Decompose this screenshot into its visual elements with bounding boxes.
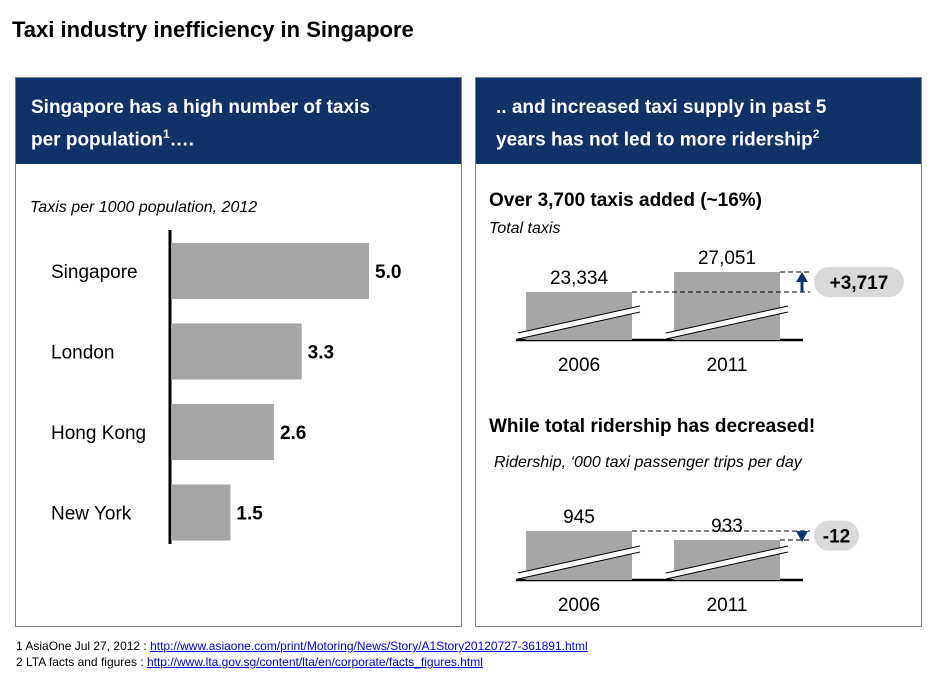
category-label-2011: 2011 — [707, 595, 748, 616]
ridership-chart: 945 2006 933 2011 -12 — [516, 507, 859, 616]
page-title: Taxi industry inefficiency in Singapore — [12, 17, 414, 42]
footnote-2-link[interactable]: http://www.lta.gov.sg/content/lta/en/cor… — [146, 655, 483, 669]
axis-break-line-top-2006 — [517, 305, 641, 334]
left-heading-tail: …. — [169, 129, 194, 151]
footnote-2: 2 LTA facts and figures : http://www.lta… — [16, 655, 483, 669]
value-label-2011: 933 — [711, 516, 743, 537]
category-label-singapore: Singapore — [51, 262, 138, 283]
axis-break-line-bottom-2011 — [665, 551, 789, 580]
right-heading-footnote-ref: 2 — [812, 127, 820, 141]
bar-new-york — [171, 484, 231, 541]
axis-break-line-bottom-2006 — [517, 311, 641, 340]
axis-break-2006 — [518, 306, 640, 339]
left-heading-footnote-ref: 1 — [162, 127, 170, 141]
axis-break-line-bottom-2006 — [517, 551, 641, 580]
axis-break-line-top-2006 — [517, 545, 641, 574]
taxi-supply-subtitle: Total taxis — [489, 220, 561, 237]
left-panel-heading: Singapore has a high number of taxis per… — [16, 78, 461, 164]
axis-break-line-bottom-2011 — [665, 311, 789, 340]
axis-break-line-top-2011 — [665, 305, 789, 334]
value-label-london: 3.3 — [308, 343, 334, 364]
value-label-singapore: 5.0 — [375, 262, 401, 283]
footnote-1-text: 1 AsiaOne Jul 27, 2012 : — [16, 639, 151, 653]
left-heading-line2: per population — [31, 129, 163, 151]
category-label-new-york: New York — [51, 504, 132, 525]
category-label-2006: 2006 — [558, 355, 600, 376]
category-label-2011: 2011 — [707, 355, 748, 376]
footnote-1: 1 AsiaOne Jul 27, 2012 : http://www.asia… — [16, 639, 588, 653]
value-label-2011: 27,051 — [698, 248, 756, 269]
change-arrow-head — [796, 531, 808, 542]
taxi-supply-title: Over 3,700 taxis added (~16%) — [489, 190, 763, 211]
change-bubble — [814, 520, 859, 551]
category-label-london: London — [51, 343, 114, 364]
bar-hong-kong — [171, 404, 274, 460]
left-heading-line1: Singapore has a high number of taxis — [31, 97, 370, 118]
ridership-subtitle: Ridership, ‘000 taxi passenger trips per… — [494, 454, 802, 471]
value-label-new-york: 1.5 — [236, 504, 263, 525]
category-label-hong-kong: Hong Kong — [51, 423, 146, 444]
value-label-hong-kong: 2.6 — [280, 423, 306, 444]
taxi-density-chart: Singapore 5.0 London 3.3 Hong Kong 2.6 New Yor… — [51, 230, 401, 544]
right-heading-line2: years has not led to more ridership — [496, 129, 813, 151]
axis-break-2011 — [666, 546, 788, 579]
axis-break-2006 — [518, 546, 640, 579]
taxi-density-chart-title: Taxis per 1000 population, 2012 — [30, 199, 258, 216]
category-label-2006: 2006 — [558, 595, 600, 616]
left-panel: Singapore has a high number of taxis per… — [15, 77, 462, 627]
bar-london — [171, 323, 302, 380]
footnote-2-text: 2 LTA facts and figures : — [16, 655, 147, 669]
axis-break-line-top-2011 — [665, 545, 789, 574]
change-label: +3,717 — [830, 273, 889, 294]
change-bubble — [814, 267, 904, 297]
taxi-supply-chart: 23,334 2006 27,051 2011 +3,717 — [516, 248, 904, 376]
right-heading-line1: .. and increased taxi supply in past 5 — [496, 97, 827, 118]
right-panel: .. and increased taxi supply in past 5 y… — [475, 77, 922, 627]
change-label: -12 — [823, 527, 850, 548]
footnote-1-link[interactable]: http://www.asiaone.com/print/Motoring/Ne… — [150, 639, 588, 653]
change-arrow-head — [796, 272, 808, 282]
bar-singapore — [171, 243, 369, 299]
ridership-title: While total ridership has decreased! — [489, 416, 816, 437]
right-panel-heading: .. and increased taxi supply in past 5 y… — [476, 78, 921, 164]
axis-break-2011 — [666, 306, 788, 339]
value-label-2006: 23,334 — [550, 268, 609, 289]
value-label-2006: 945 — [563, 507, 595, 528]
